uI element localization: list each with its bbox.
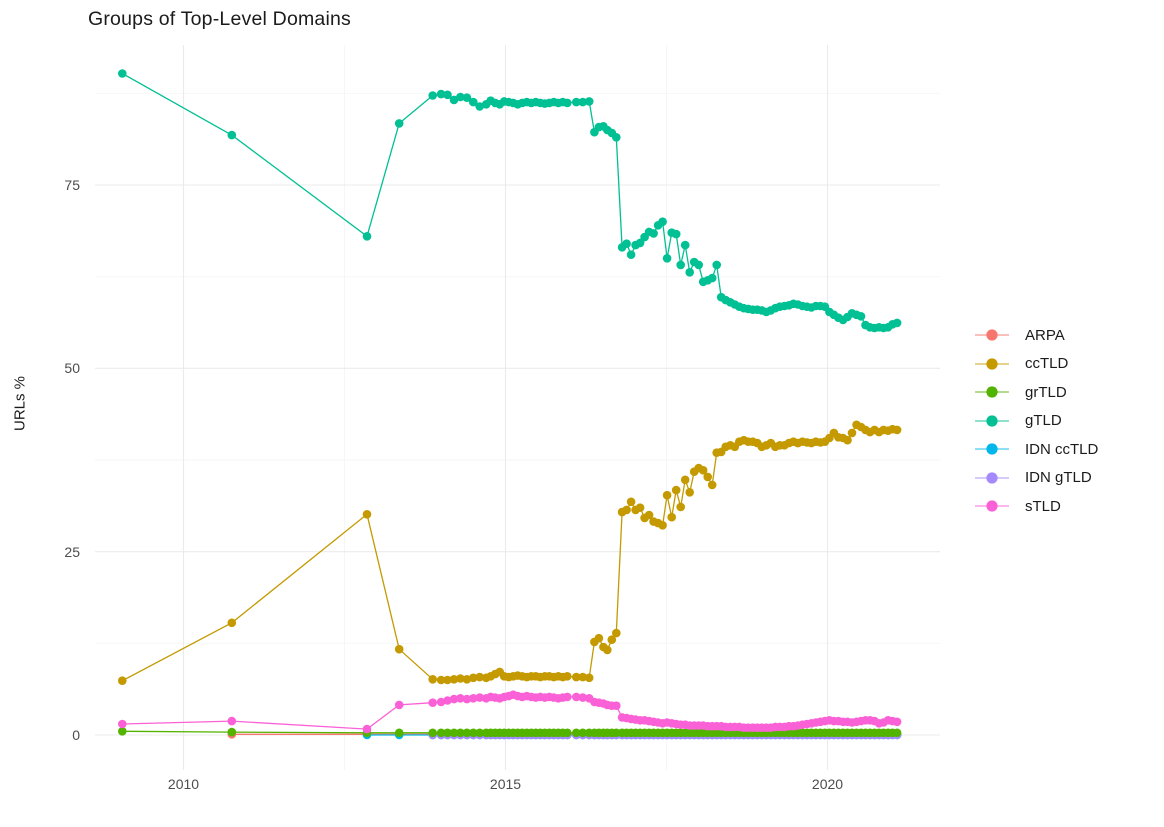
- legend-key-icon: [975, 386, 1009, 398]
- chart-title: Groups of Top-Level Domains: [88, 8, 352, 30]
- legend-item-cctld: ccTLD: [974, 350, 1098, 379]
- legend-label: IDN ccTLD: [1025, 440, 1099, 458]
- legend-item-grtld: grTLD: [974, 378, 1098, 407]
- y-tick-label: 50: [64, 360, 80, 377]
- legend-label: IDN gTLD: [1025, 469, 1092, 487]
- plot-area: [95, 45, 940, 770]
- series-grtld: [118, 727, 902, 738]
- y-tick-label: 0: [72, 727, 80, 743]
- legend: ARPA ccTLD grTLD gTLD IDN ccTLD IDN gTLD…: [974, 321, 1098, 521]
- y-tick-label: 25: [64, 543, 80, 560]
- legend-label: grTLD: [1025, 383, 1067, 401]
- y-axis-title: URLs %: [11, 376, 29, 432]
- major-gridlines: [95, 45, 940, 770]
- series-stld: [118, 690, 902, 734]
- legend-item-idn-gtld: IDN gTLD: [974, 464, 1098, 493]
- legend-label: sTLD: [1025, 497, 1061, 515]
- y-tick-label: 75: [64, 177, 80, 193]
- legend-label: ARPA: [1025, 326, 1065, 344]
- legend-key-icon: [975, 329, 1009, 341]
- legend-item-stld: sTLD: [974, 492, 1098, 521]
- series-cctld: [118, 420, 902, 685]
- legend-key-icon: [975, 415, 1009, 427]
- x-tick-label: 2015: [489, 776, 522, 792]
- legend-key-icon: [975, 358, 1009, 370]
- legend-key-icon: [975, 443, 1009, 455]
- x-tick-label: 2020: [811, 776, 844, 792]
- legend-item-gtld: gTLD: [974, 407, 1098, 436]
- legend-label: ccTLD: [1025, 355, 1069, 373]
- minor-gridlines: [95, 45, 940, 770]
- legend-item-arpa: ARPA: [974, 321, 1098, 350]
- legend-key-icon: [975, 472, 1009, 484]
- legend-key-icon: [975, 500, 1009, 512]
- series-gtld: [118, 69, 902, 333]
- legend-label: gTLD: [1025, 412, 1062, 430]
- x-tick-label: 2010: [167, 776, 200, 792]
- legend-item-idn-cctld: IDN ccTLD: [974, 435, 1098, 464]
